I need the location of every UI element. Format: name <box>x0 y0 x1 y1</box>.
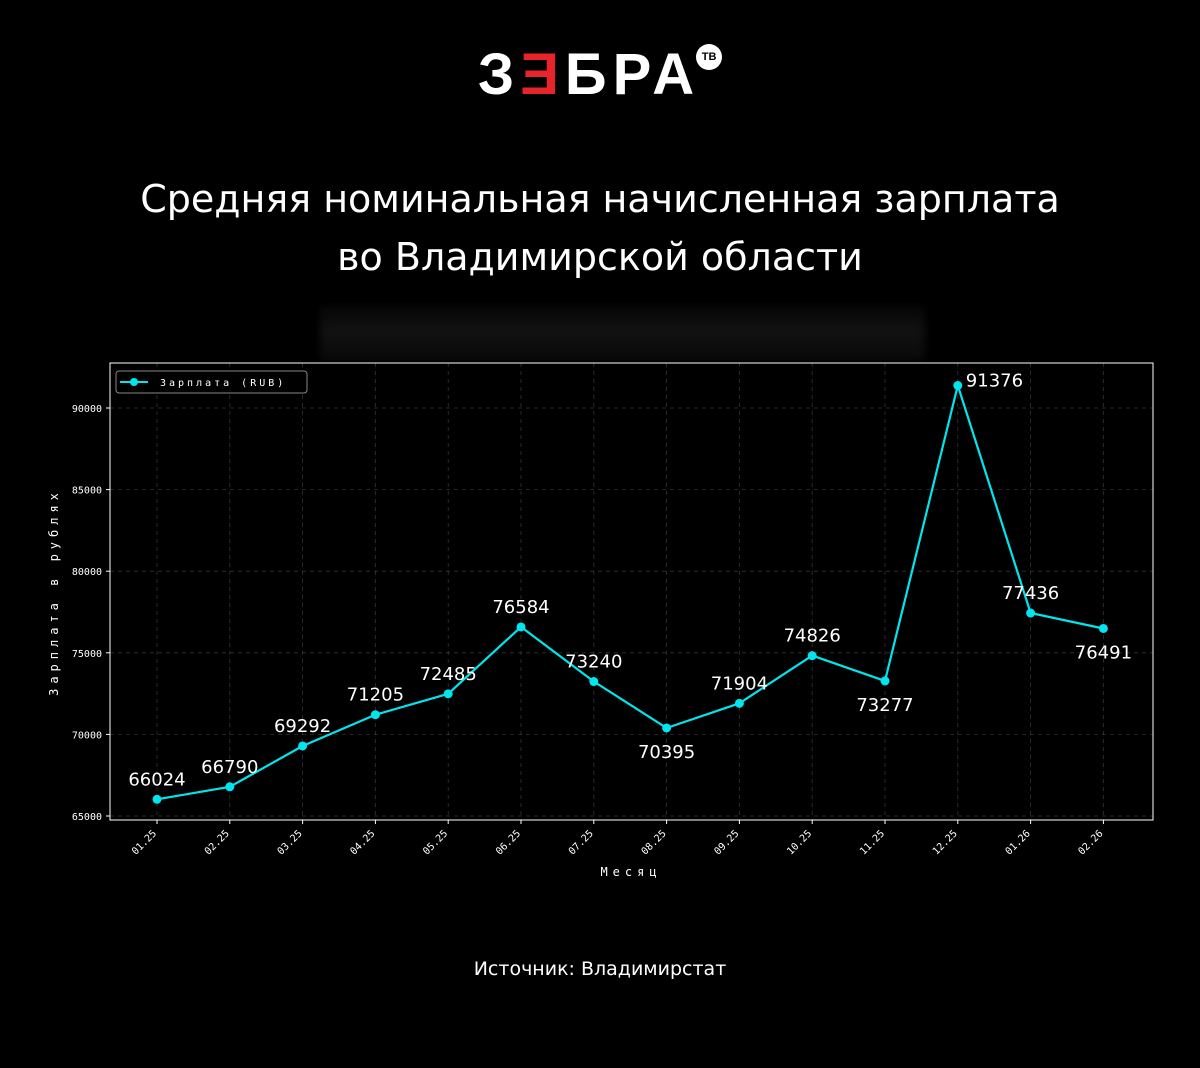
y-tick-label: 70000 <box>72 730 102 741</box>
x-tick-label: 10.25 <box>785 828 814 857</box>
legend-box <box>115 370 308 394</box>
logo-letter-e: Ǝ <box>520 42 565 107</box>
logo-letter-z: З <box>477 42 521 107</box>
data-label: 74826 <box>784 626 841 647</box>
x-tick-label: 03.25 <box>276 828 305 857</box>
x-axis-label: Месяц <box>600 865 661 879</box>
data-label: 73277 <box>856 695 913 716</box>
data-point <box>880 676 890 686</box>
y-tick-label: 85000 <box>72 486 102 497</box>
data-label: 66024 <box>128 769 185 790</box>
y-axis-label: Зарплата в рублях <box>47 488 61 696</box>
data-label: 70395 <box>638 742 695 763</box>
data-label: 71904 <box>711 673 768 694</box>
x-tick-label: 04.25 <box>348 828 377 857</box>
x-tick-label: 02.25 <box>203 828 232 857</box>
y-tick-label: 65000 <box>72 812 102 823</box>
data-point <box>516 622 526 632</box>
series-points <box>152 381 1108 804</box>
data-point <box>1098 623 1108 633</box>
y-ticks: 65000 70000 75000 80000 85000 90000 <box>72 404 110 823</box>
legend-dot-marker <box>130 378 138 386</box>
x-tick-label: 07.25 <box>567 828 596 857</box>
data-point <box>1026 608 1036 618</box>
data-label: 66790 <box>201 757 258 778</box>
data-point <box>589 677 599 687</box>
plot-frame <box>109 362 1154 821</box>
data-label: 77436 <box>1002 583 1059 604</box>
data-point <box>298 741 308 751</box>
x-tick-label: 01.26 <box>1004 828 1033 857</box>
y-tick-label: 80000 <box>72 567 102 578</box>
data-label: 71205 <box>347 685 404 706</box>
data-labels: 66024 66790 69292 71205 72485 76584 73240 70395… <box>128 371 1132 791</box>
data-point <box>152 794 162 804</box>
data-point <box>734 698 744 708</box>
data-label: 76491 <box>1075 642 1132 663</box>
data-point <box>953 381 963 391</box>
x-tick-label: 01.25 <box>130 828 159 857</box>
title-line-2: во Владимирской области <box>337 235 863 279</box>
brand-logo: ЗƎБРА ТВ <box>0 40 1200 110</box>
title-line-1: Средняя номинальная начисленная зарплата <box>140 177 1060 221</box>
grid-layer <box>110 363 1153 820</box>
x-tick-label: 06.25 <box>494 828 523 857</box>
chart-legend: Зарплата (RUB) <box>115 370 308 394</box>
data-label: 91376 <box>966 371 1023 392</box>
y-tick-label: 75000 <box>72 649 102 660</box>
data-point <box>370 710 380 720</box>
y-tick-label: 90000 <box>72 404 102 415</box>
source-note: Источник: Владимирстат <box>473 958 727 980</box>
blurred-subtitle <box>320 305 925 360</box>
data-label: 72485 <box>420 664 477 685</box>
data-label: 69292 <box>274 716 331 737</box>
page-title: Средняя номинальная начисленная зарплата… <box>0 170 1200 286</box>
data-point <box>225 782 235 792</box>
logo-letters-bra: БРА <box>564 42 701 107</box>
x-tick-label: 05.25 <box>421 828 450 857</box>
x-tick-label: 11.25 <box>858 828 887 857</box>
x-tick-label: 09.25 <box>712 828 741 857</box>
data-point <box>443 689 453 699</box>
x-tick-label: 08.25 <box>640 828 669 857</box>
x-tick-label: 12.25 <box>931 828 960 857</box>
legend-label-salary: Зарплата (RUB) <box>160 378 286 389</box>
data-point <box>662 723 672 733</box>
x-tick-label: 02.26 <box>1076 828 1105 857</box>
data-label: 73240 <box>565 652 622 673</box>
data-point <box>807 651 817 661</box>
series-line-salary <box>156 384 1104 801</box>
x-ticks: 01.25 02.25 03.25 04.25 05.25 06.25 07.25 08.25… <box>130 820 1106 857</box>
data-label: 76584 <box>492 597 549 618</box>
logo-tv-badge: ТВ <box>696 44 723 70</box>
